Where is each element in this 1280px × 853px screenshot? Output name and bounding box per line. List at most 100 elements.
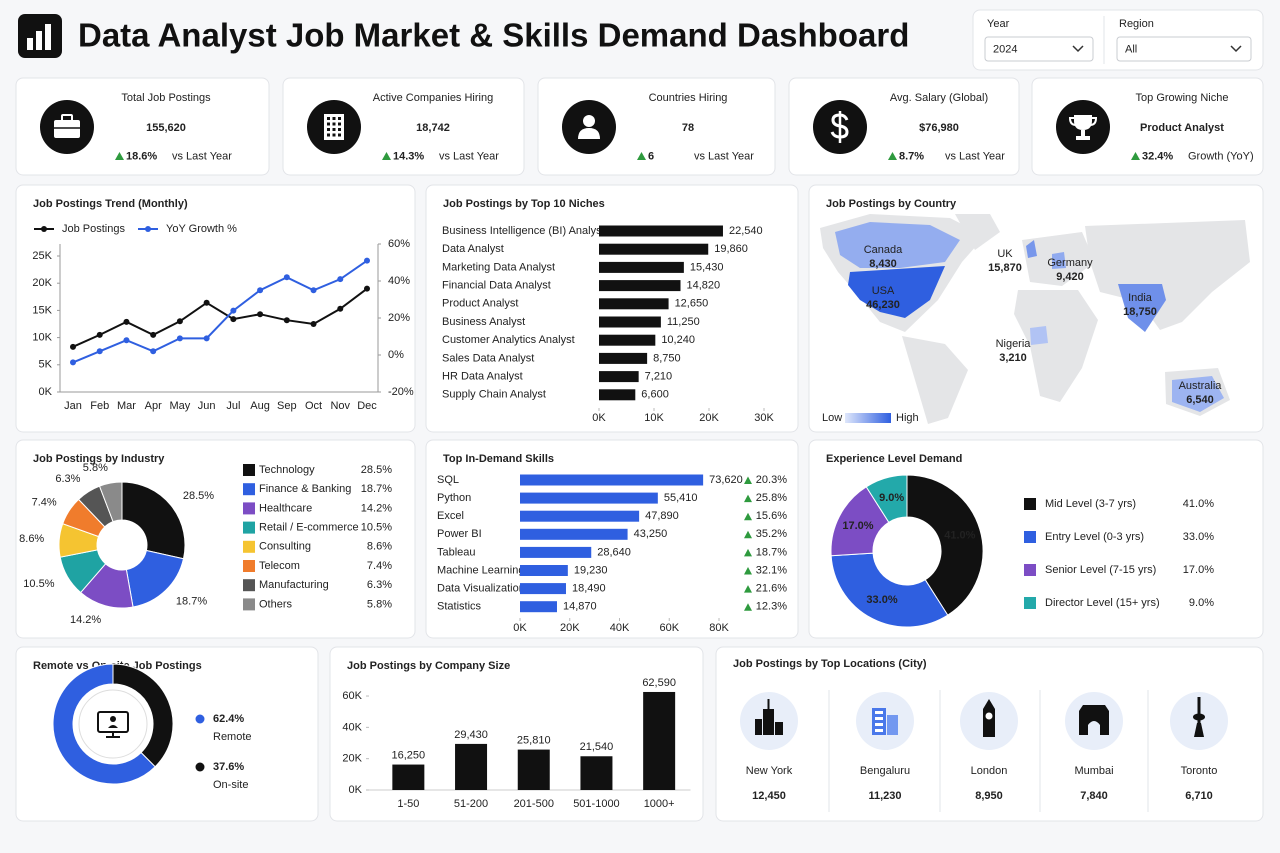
legend-value: 6.3% [367, 579, 392, 591]
icon-part [61, 114, 73, 122]
icon-part [1074, 115, 1092, 130]
x-tick-label: Feb [90, 400, 109, 412]
filter-select[interactable] [1116, 36, 1252, 62]
data-point [203, 299, 210, 306]
chart-title: Job Postings by Country [826, 198, 957, 210]
growth-label: 32.1% [756, 564, 787, 576]
country-value: 3,210 [999, 352, 1027, 364]
value-label: 73,620 [709, 474, 743, 486]
city-icon [763, 709, 774, 735]
legend-label: Senior Level (7-15 yrs) [1045, 564, 1156, 576]
city-postings: 12,450 [752, 790, 786, 802]
kpi-note: Growth (YoY) [1188, 150, 1254, 162]
bar [599, 352, 648, 364]
icon-part [1081, 130, 1085, 136]
kpi-value: Product Analyst [1140, 122, 1224, 134]
value-label: 14,820 [687, 280, 721, 292]
x-tick-label: Jan [64, 400, 82, 412]
value-label: 6,600 [641, 389, 669, 401]
value-label: 16,250 [392, 749, 426, 761]
chart-title: Top In-Demand Skills [443, 453, 554, 465]
icon-part [327, 117, 330, 120]
slice-label: 28.5% [183, 490, 214, 502]
bar-label: SQL [437, 474, 459, 486]
legend-label: YoY Growth % [166, 223, 237, 235]
y-tick-label: 25K [32, 250, 52, 262]
data-point [96, 331, 103, 338]
y-tick-label: 20K [32, 277, 52, 289]
monitor-icon [110, 716, 116, 722]
x-tick-label: Jun [198, 400, 216, 412]
city-name: London [971, 765, 1008, 777]
city-icon [1079, 705, 1109, 711]
legend-label: Retail / E-commerce [259, 522, 359, 534]
icon-part [338, 117, 341, 120]
icon-part [1076, 136, 1090, 140]
city-icon [875, 711, 883, 714]
bar [520, 528, 628, 540]
bar-label: Sales Data Analyst [442, 352, 534, 364]
city-icon [875, 717, 883, 720]
up-arrow [888, 152, 897, 160]
y-tick-label: 15K [32, 304, 52, 316]
y-tick-label: 5K [39, 359, 53, 371]
growth-label: 20.3% [756, 474, 787, 486]
bar [643, 691, 676, 790]
pie-slice [52, 663, 156, 785]
value-label: 15,430 [690, 261, 724, 273]
value-label: 8,750 [653, 352, 681, 364]
slice-label: 10.5% [23, 578, 54, 590]
bar [520, 583, 566, 595]
legend-swatch [243, 521, 255, 534]
icon-part [332, 133, 336, 137]
legend-label: On-site [213, 779, 248, 791]
icon-part [54, 120, 80, 138]
chevron [1072, 45, 1084, 53]
x-tick-label: 1000+ [644, 798, 675, 810]
up-arrow [115, 152, 124, 160]
legend-value: 10.5% [361, 522, 392, 534]
legend-label: Healthcare [259, 502, 312, 514]
y2-tick-label: -20% [388, 386, 414, 398]
bar-label: Power BI [437, 528, 482, 540]
filter-label: Year [987, 18, 1010, 30]
data-point [150, 348, 157, 355]
country-value: 8,430 [869, 258, 897, 270]
city-icon [887, 715, 898, 735]
x-tick-label: Nov [330, 400, 350, 412]
country-value: 46,230 [866, 299, 900, 311]
data-point [364, 257, 370, 264]
filter-select[interactable] [984, 36, 1094, 62]
country-value: 18,750 [1123, 306, 1157, 318]
bar [599, 334, 656, 346]
value-label: 11,250 [667, 316, 700, 328]
x-tick-label: Oct [305, 400, 322, 412]
up-arrow [744, 476, 752, 484]
legend-value: 18.7% [361, 483, 392, 495]
up-arrow [744, 494, 752, 503]
legend-value: 5.8% [367, 598, 392, 610]
slice-label: 18.7% [176, 595, 207, 607]
icon-part [332, 122, 336, 126]
legend-dot [195, 762, 205, 772]
data-point [364, 285, 370, 292]
slice-label: 6.3% [55, 473, 80, 485]
growth-label: 35.2% [756, 528, 787, 540]
slice-label: 33.0% [866, 594, 897, 606]
legend-swatch [243, 579, 255, 592]
chart-title: Job Postings by Top Locations (City) [733, 658, 927, 670]
bar [599, 261, 684, 273]
bar [599, 298, 669, 310]
growth-label: 18.7% [756, 546, 787, 558]
data-point [123, 337, 130, 344]
pie-slice [830, 552, 949, 628]
bar [455, 743, 488, 790]
icon-part [583, 115, 595, 127]
legend-swatch [1024, 564, 1036, 576]
legend-label: Others [259, 598, 293, 610]
legend-value: 8.6% [367, 541, 392, 553]
kpi-note: vs Last Year [439, 150, 499, 162]
icon-part [327, 133, 330, 137]
value-label: 47,890 [645, 510, 679, 522]
